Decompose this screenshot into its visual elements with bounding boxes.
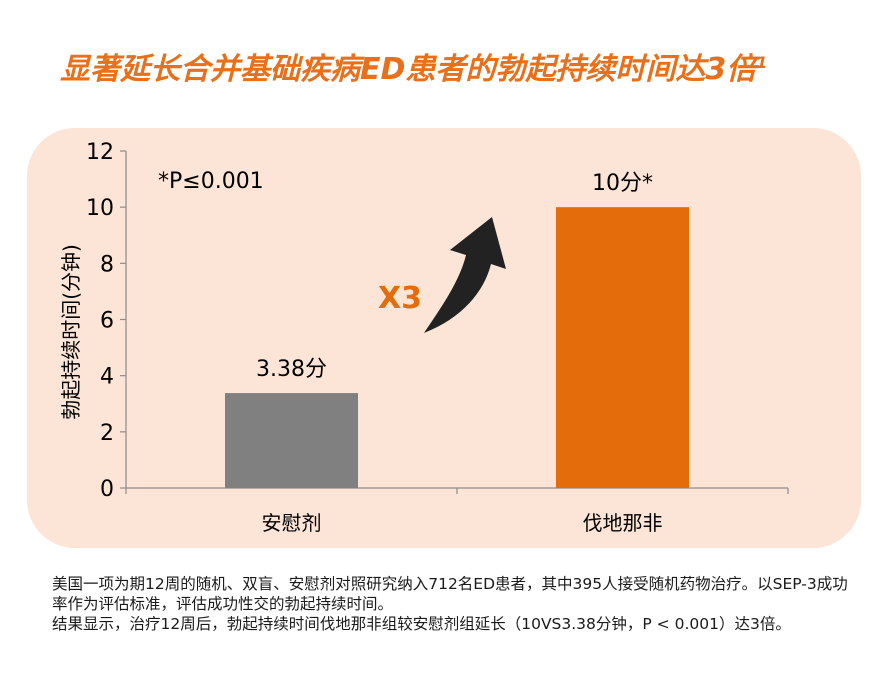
up-arrow-icon [424,217,506,333]
footnote-text: 美国一项为期12周的随机、双盲、安慰剂对照研究纳入712名ED患者，其中395人… [52,574,852,634]
x-tick-label: 安慰剂 [262,511,322,535]
bar-2 [556,207,689,488]
y-axis-label: 勃起持续时间(分钟) [59,244,83,420]
y-tick-label: 2 [100,421,114,446]
y-tick-label: 0 [100,477,114,502]
bar-layer [225,207,689,488]
y-tick-label: 10 [86,196,114,221]
p-value-annotation: *P≤0.001 [158,169,264,194]
multiplier-annotation: X3 [378,281,422,316]
y-tick-label: 4 [100,365,114,390]
chart-panel [27,128,861,548]
y-tick-label: 12 [86,140,114,165]
title-footnote-mark: 1 [756,53,768,72]
footnote-line-1: 美国一项为期12周的随机、双盲、安慰剂对照研究纳入712名ED患者，其中395人… [52,575,848,613]
title-text: 显著延长合并基础疾病ED患者的勃起持续时间达3倍 [60,52,757,87]
footnote-line-2: 结果显示，治疗12周后，勃起持续时间伐地那非组较安慰剂组延长（10VS3.38分… [52,615,791,633]
bar-1 [225,393,358,488]
data-label: 10分* [592,171,653,196]
axis-layer: 0 2 4 6 8 10 12 [86,140,789,502]
data-label: 3.38分 [256,357,327,382]
y-tick-label: 6 [100,309,114,334]
x-tick-label: 伐地那非 [583,511,663,535]
y-tick-label: 8 [100,252,114,277]
page-title: 显著延长合并基础疾病ED患者的勃起持续时间达3倍1 [60,44,860,88]
